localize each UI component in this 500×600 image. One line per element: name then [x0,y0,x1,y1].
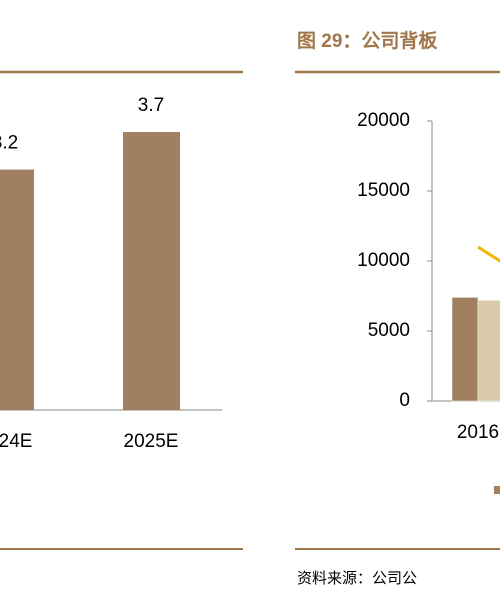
bar [451,297,479,402]
bar [0,169,34,410]
legend-swatch [494,486,500,494]
value-label: 3.7 [138,95,164,116]
y-tick-label: 15000 [357,180,410,201]
value-label: 3.2 [0,133,18,154]
bar [123,132,180,410]
y-tick-label: 20000 [357,110,410,131]
bar [477,299,500,402]
y-tick-label: 10000 [357,250,410,271]
x-tick-label: 2025E [124,431,179,452]
y-tick-label: 5000 [368,320,410,341]
x-tick-label: 2016 [457,422,499,443]
x-tick-label: 2024E [0,431,32,452]
y-tick-label: 0 [399,390,410,411]
chart-title: 图 29：公司背板 [297,29,438,52]
source-note: 资料来源：公司公 [297,570,417,587]
